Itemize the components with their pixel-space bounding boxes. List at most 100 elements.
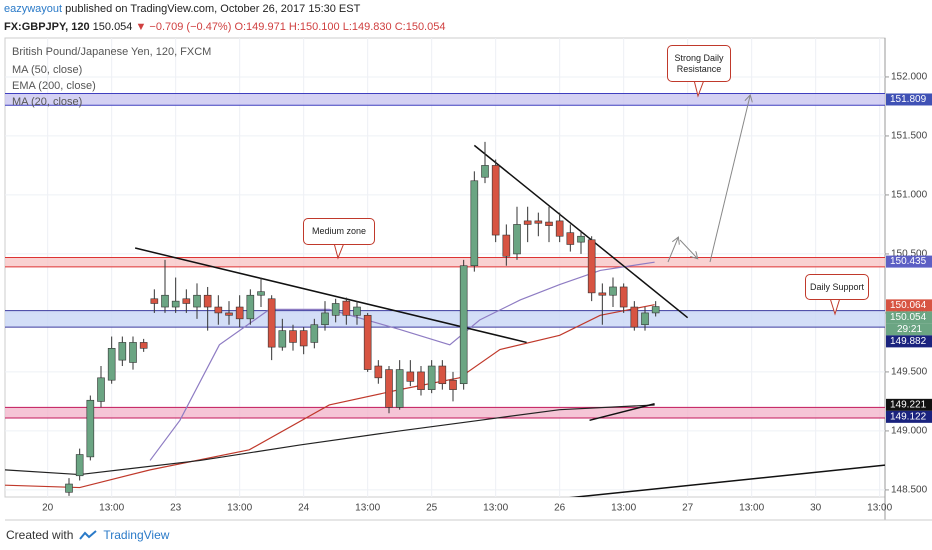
candle-body	[235, 306, 244, 320]
price-label-bg	[886, 93, 932, 106]
candle-body	[363, 314, 372, 370]
indicator-line	[149, 261, 655, 461]
candle-body	[587, 239, 596, 294]
plot-frame	[4, 37, 886, 498]
candle-body	[278, 330, 287, 348]
high: H:150.100	[288, 21, 340, 33]
price-label: 150.054	[890, 312, 927, 323]
candle-body	[374, 365, 383, 379]
legend-entry: EMA (200, close)	[12, 80, 96, 92]
candle-body	[427, 365, 436, 390]
x-tick-label: 13:00	[99, 503, 124, 514]
candle-body	[289, 330, 297, 343]
callout: Strong Daily Resistance	[667, 45, 731, 82]
candle-body	[193, 294, 201, 308]
price-label-bg	[886, 255, 932, 268]
x-tick-label: 25	[426, 503, 438, 514]
candle-body	[86, 399, 95, 458]
x-tick-label: 27	[682, 503, 694, 514]
x-tick-label: 30	[810, 503, 822, 514]
arrow	[679, 239, 697, 258]
candle-body	[331, 303, 340, 316]
open: O:149.971	[234, 21, 286, 33]
candle-body	[171, 300, 180, 308]
price-label: 149.122	[890, 411, 927, 422]
candle-body	[150, 298, 159, 304]
close: C:150.054	[394, 21, 446, 33]
candle-body	[75, 454, 84, 477]
low: L:149.830	[342, 21, 392, 33]
x-tick-label: 26	[554, 503, 566, 514]
legend-entry: MA (20, close)	[12, 96, 83, 108]
last: 150.054	[92, 21, 133, 33]
candle-body	[609, 286, 617, 296]
candle-body	[203, 294, 212, 308]
candle-body	[566, 232, 575, 245]
candle-body	[139, 342, 148, 349]
price-label: 151.809	[890, 94, 927, 105]
legend-entry: MA (50, close)	[12, 64, 83, 76]
candle-body	[502, 234, 511, 257]
price-label-bg	[886, 398, 932, 411]
candle-body	[513, 224, 521, 255]
candle-body	[321, 312, 329, 326]
candle-body	[491, 165, 500, 236]
price-label: 150.435	[890, 256, 927, 267]
y-tick-label: 151.500	[891, 131, 928, 142]
candle-body	[449, 379, 457, 390]
x-tick-label: 13:00	[867, 503, 892, 514]
candle-body	[459, 265, 468, 385]
author[interactable]: eazywayout	[4, 3, 63, 15]
candle-body	[246, 294, 255, 320]
y-tick-label: 149.000	[891, 426, 928, 437]
created: Created with	[6, 528, 74, 542]
candle-body	[641, 312, 649, 326]
zone	[5, 257, 885, 267]
candle-body	[651, 306, 660, 314]
candle-body	[225, 312, 233, 316]
candle-body	[481, 165, 489, 178]
y-tick-label: 151.000	[891, 190, 928, 201]
change: ▼ −0.709 (−0.47%)	[135, 21, 232, 33]
candle-body	[470, 180, 479, 267]
callout: Daily Support	[805, 274, 869, 300]
candle-body	[353, 306, 361, 316]
candle-body	[523, 220, 532, 225]
candle-body	[257, 291, 265, 296]
candle-body	[129, 342, 137, 363]
candle-body	[161, 294, 169, 308]
candle-body	[107, 348, 116, 381]
candle-body	[342, 300, 351, 316]
price-label: 150.064	[890, 300, 927, 311]
trendline	[569, 464, 885, 497]
candle-body	[619, 286, 628, 308]
x-tick-label: 13:00	[227, 503, 252, 514]
price-label: 149.882	[890, 336, 927, 347]
candle-body	[310, 324, 319, 343]
logo	[79, 530, 98, 540]
candle-body	[630, 306, 639, 328]
candle-body	[395, 369, 404, 408]
countdown: 29:21	[897, 324, 922, 335]
brand[interactable]: TradingView	[103, 528, 170, 542]
candle-body	[214, 306, 223, 314]
zone	[5, 93, 885, 106]
y-tick-label: 148.500	[891, 485, 928, 496]
candle-body	[534, 220, 543, 224]
candle-body	[406, 371, 415, 382]
zone	[5, 407, 885, 418]
arrow	[709, 96, 750, 263]
callout: Medium zone	[303, 218, 375, 245]
candle-body	[385, 369, 393, 408]
price-label-bg	[886, 311, 932, 324]
x-tick-label: 20	[42, 503, 54, 514]
trendline	[589, 403, 655, 422]
x-tick-label: 13:00	[355, 503, 380, 514]
candle-body	[417, 371, 425, 390]
price-label-bg	[886, 299, 932, 312]
price-label-bg	[886, 335, 932, 348]
candle-body	[267, 298, 276, 348]
candle-body	[545, 221, 553, 226]
